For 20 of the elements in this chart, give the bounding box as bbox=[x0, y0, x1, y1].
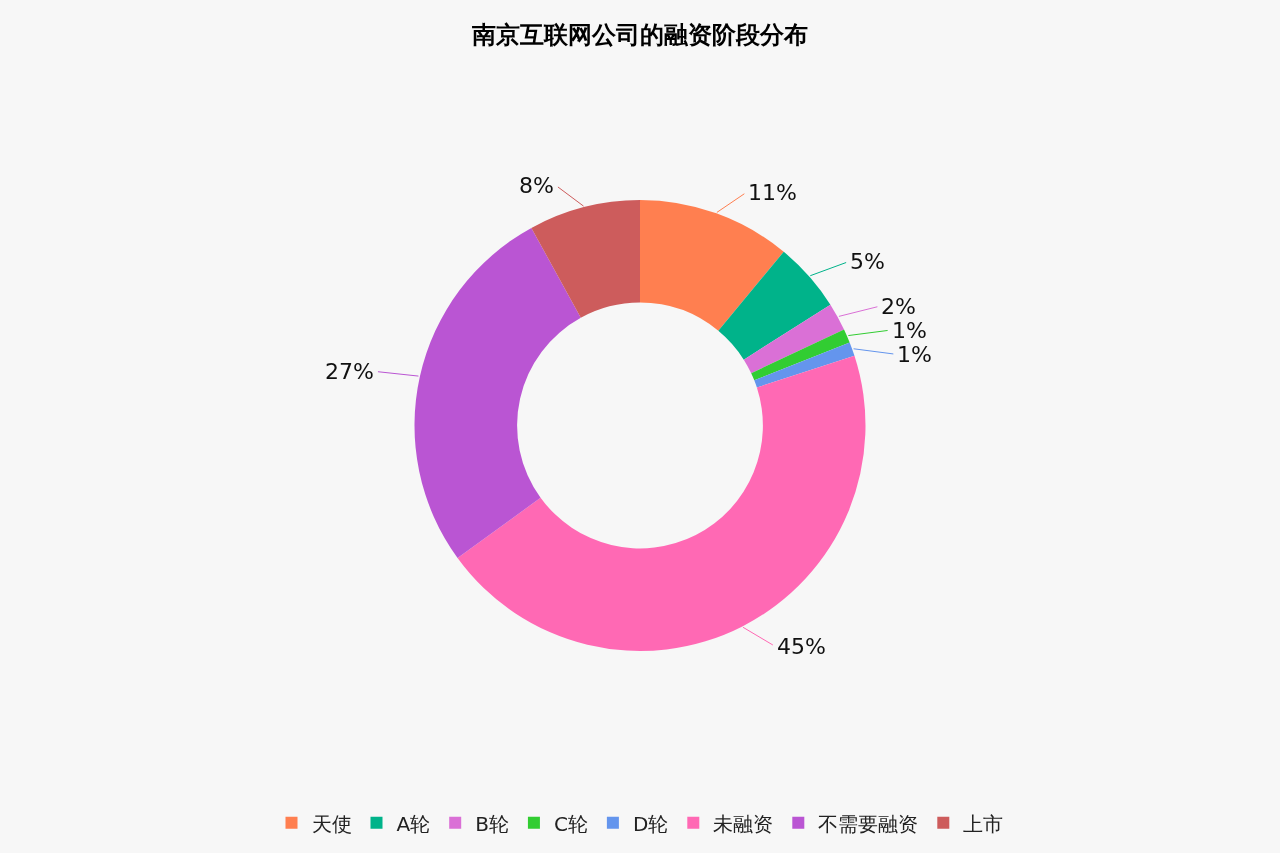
legend-label: D轮 bbox=[632, 811, 669, 836]
data-label: 27% bbox=[325, 359, 374, 384]
data-label: 11% bbox=[748, 180, 797, 205]
data-label: 1% bbox=[897, 342, 932, 367]
legend-label: 不需要融资 bbox=[818, 811, 919, 836]
donut-slice bbox=[754, 342, 855, 388]
legend-label: 未融资 bbox=[713, 811, 774, 836]
data-label: 45% bbox=[777, 634, 826, 659]
data-label: 2% bbox=[881, 294, 916, 319]
legend-label: A轮 bbox=[396, 811, 431, 836]
data-label: 5% bbox=[850, 249, 885, 274]
donut-slice bbox=[718, 251, 831, 360]
legend-label: C轮 bbox=[553, 811, 588, 836]
legend-label: B轮 bbox=[475, 811, 509, 836]
data-label: 1% bbox=[892, 318, 927, 343]
donut-slice bbox=[743, 304, 845, 374]
legend-label: 天使 bbox=[311, 811, 352, 836]
legend-label: 上市 bbox=[963, 811, 1004, 836]
data-label: 8% bbox=[519, 173, 554, 198]
chart-title: 南京互联网公司的融资阶段分布 bbox=[471, 21, 808, 50]
